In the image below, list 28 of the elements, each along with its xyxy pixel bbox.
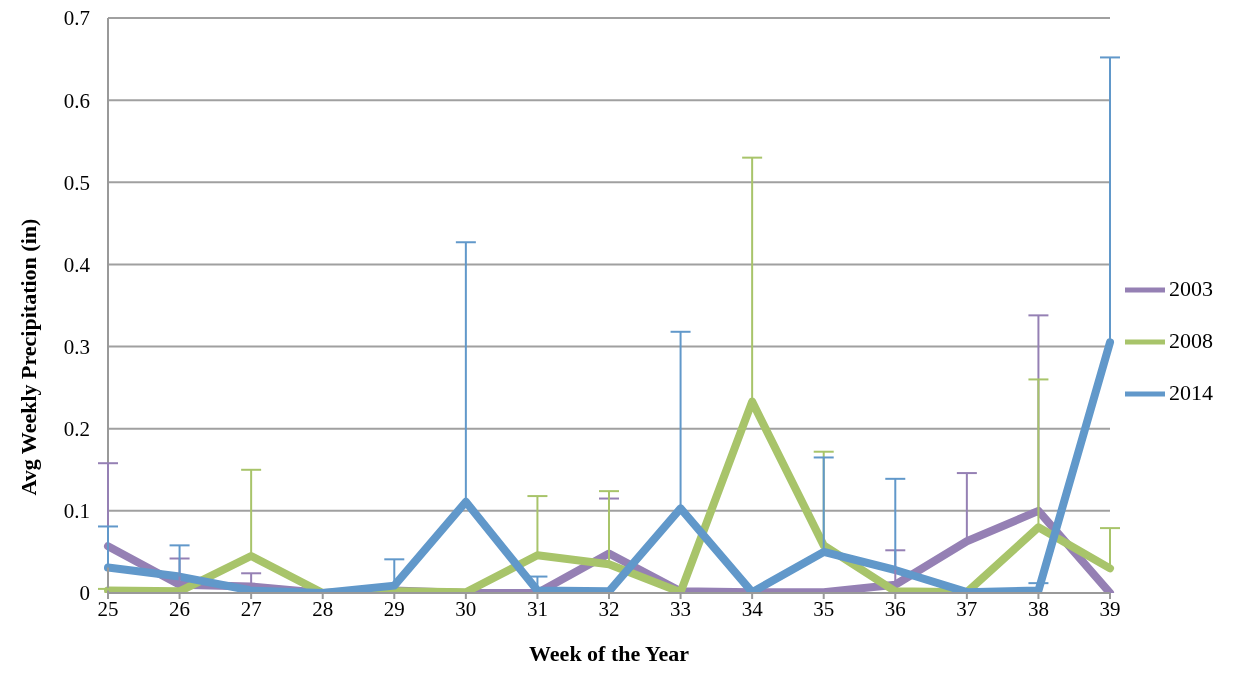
x-tick-label: 37 xyxy=(956,596,978,621)
y-tick-label: 0.6 xyxy=(63,88,90,113)
y-tick-label: 0.3 xyxy=(63,335,90,360)
x-tick-label: 35 xyxy=(813,596,835,621)
y-tick-label: 0 xyxy=(79,581,90,606)
y-tick-label: 0.1 xyxy=(63,499,90,524)
legend-label: 2014 xyxy=(1169,379,1213,405)
x-tick-label: 39 xyxy=(1099,596,1121,621)
x-tick-label: 36 xyxy=(884,596,906,621)
x-tick-label: 29 xyxy=(383,596,405,621)
y-tick-label: 0.4 xyxy=(63,252,91,277)
legend-label: 2008 xyxy=(1169,327,1213,353)
legend-label: 2003 xyxy=(1169,275,1213,301)
x-tick-label: 34 xyxy=(741,596,764,621)
x-tick-label: 26 xyxy=(169,596,191,621)
y-tick-label: 0.5 xyxy=(63,170,90,195)
y-tick-label: 0.7 xyxy=(63,6,90,31)
x-tick-label: 30 xyxy=(455,596,477,621)
x-axis-title: Week of the Year xyxy=(529,641,690,666)
x-tick-label: 28 xyxy=(312,596,334,621)
x-tick-label: 32 xyxy=(598,596,620,621)
x-tick-label: 27 xyxy=(240,596,262,621)
x-tick-label: 38 xyxy=(1027,596,1049,621)
y-tick-label: 0.2 xyxy=(63,417,90,442)
x-tick-label: 31 xyxy=(526,596,548,621)
y-axis-title: Avg Weekly Precipitation (in) xyxy=(15,218,41,496)
x-tick-label: 33 xyxy=(670,596,692,621)
x-tick-label: 25 xyxy=(97,596,119,621)
